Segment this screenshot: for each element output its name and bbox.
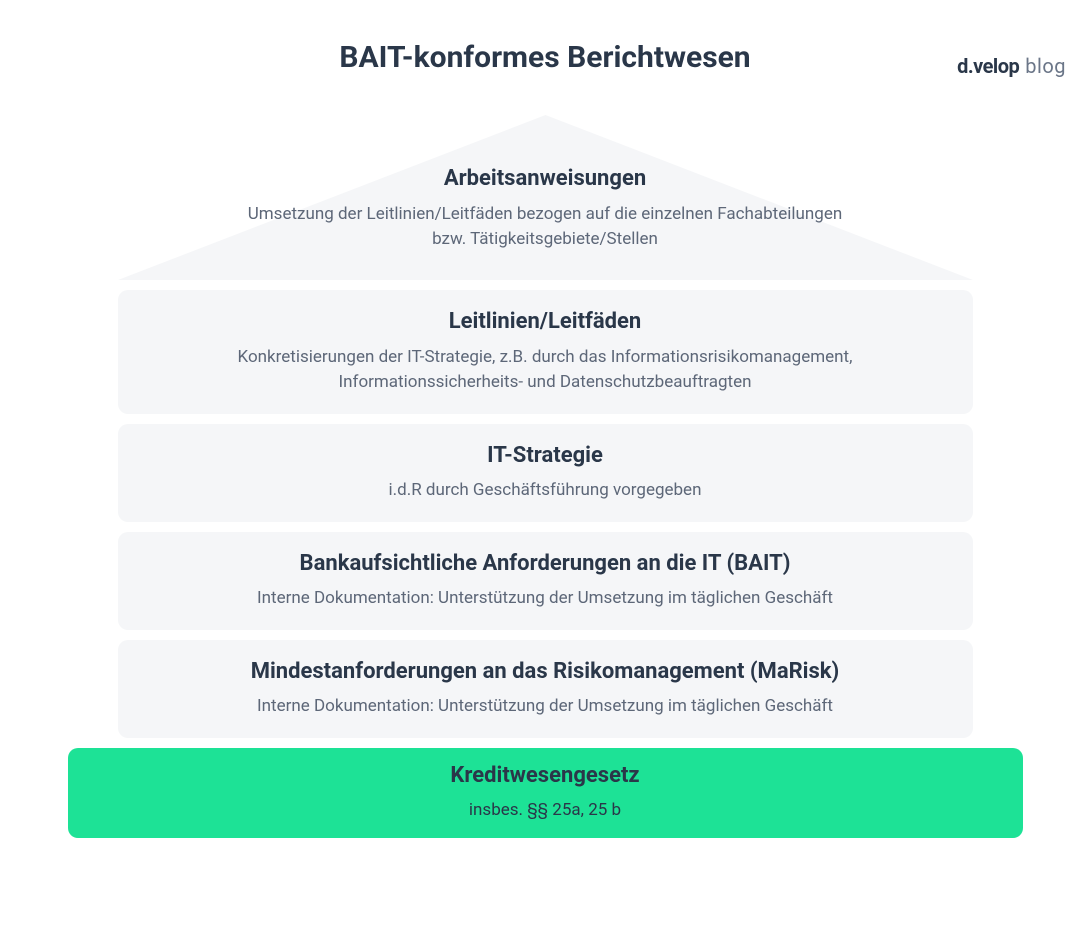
- level-desc-bait: Interne Dokumentation: Unterstützung der…: [178, 586, 913, 612]
- level-title-it-strategie: IT-Strategie: [178, 442, 913, 471]
- level-title-kreditwesengesetz: Kreditwesengesetz: [128, 762, 963, 791]
- logo-brand-text: d.velop: [957, 54, 1019, 78]
- level-desc-marisk: Interne Dokumentation: Unterstützung der…: [178, 694, 913, 720]
- pyramid-base-wrapper: Kreditwesengesetz insbes. §§ 25a, 25 b: [68, 748, 1023, 838]
- level-title-arbeitsanweisungen: Arbeitsanweisungen: [238, 165, 853, 194]
- level-title-bait: Bankaufsichtliche Anforderungen an die I…: [178, 550, 913, 579]
- pyramid-level-it-strategie: IT-Strategie i.d.R durch Geschäftsführun…: [118, 424, 973, 522]
- page-title: BAIT-konformes Berichtwesen: [0, 40, 1090, 75]
- level-desc-it-strategie: i.d.R durch Geschäftsführung vorgegeben: [178, 478, 913, 504]
- pyramid-level-bait: Bankaufsichtliche Anforderungen an die I…: [118, 532, 973, 630]
- pyramid-roof: Arbeitsanweisungen Umsetzung der Leitlin…: [118, 115, 973, 280]
- pyramid-level-leitlinien: Leitlinien/Leitfäden Konkretisierungen d…: [118, 290, 973, 414]
- level-desc-kreditwesengesetz: insbes. §§ 25a, 25 b: [128, 798, 963, 824]
- logo-suffix-text: blog: [1025, 54, 1066, 78]
- brand-logo: d.velop blog: [957, 54, 1066, 78]
- roof-content: Arbeitsanweisungen Umsetzung der Leitlin…: [118, 165, 973, 253]
- pyramid-level-kreditwesengesetz: Kreditwesengesetz insbes. §§ 25a, 25 b: [68, 748, 1023, 838]
- level-desc-arbeitsanweisungen: Umsetzung der Leitlinien/Leitfäden bezog…: [238, 202, 853, 253]
- level-desc-leitlinien: Konkretisierungen der IT-Strategie, z.B.…: [178, 345, 913, 396]
- pyramid-level-marisk: Mindestanforderungen an das Risikomanage…: [118, 640, 973, 738]
- pyramid-diagram: Arbeitsanweisungen Umsetzung der Leitlin…: [118, 115, 973, 838]
- level-title-marisk: Mindestanforderungen an das Risikomanage…: [178, 658, 913, 687]
- level-title-leitlinien: Leitlinien/Leitfäden: [178, 308, 913, 337]
